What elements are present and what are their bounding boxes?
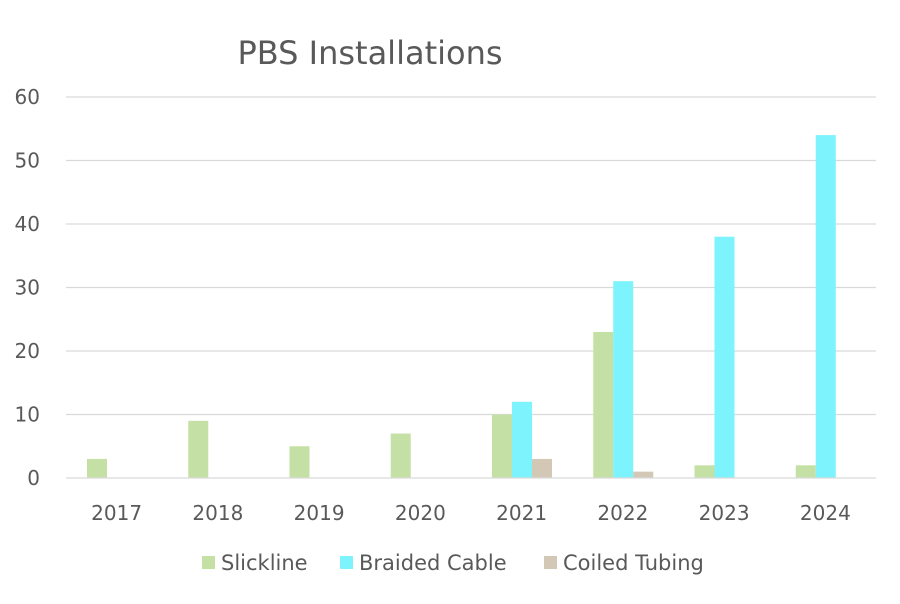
bar-slickline-2020: [390, 433, 411, 478]
y-tick-label: 60: [15, 85, 40, 109]
legend-label: Braided Cable: [359, 551, 507, 575]
x-tick-label: 2024: [800, 501, 851, 525]
x-tick-label: 2017: [91, 501, 142, 525]
y-tick-label: 10: [15, 403, 40, 427]
y-tick-label: 30: [15, 276, 40, 300]
bar-slickline-2019: [289, 446, 310, 478]
legend-swatch: [340, 556, 353, 569]
x-axis-ticks: 2017 2018 2019 2020 2021 2022 2023 2024: [91, 501, 851, 525]
bars: [87, 135, 836, 478]
bar-slickline-2017: [87, 458, 107, 478]
bar-coiled-tubing-2022: [633, 471, 654, 478]
y-tick-label: 40: [15, 212, 40, 236]
legend-swatch: [202, 556, 215, 569]
chart-title: PBS Installations: [237, 34, 502, 72]
bar-braided-cable-2021: [512, 401, 532, 478]
y-tick-label: 50: [15, 149, 40, 173]
x-tick-label: 2020: [395, 501, 446, 525]
bar-braided-cable-2024: [815, 135, 836, 478]
bar-coiled-tubing-2021: [532, 458, 552, 478]
bar-slickline-2022: [593, 331, 614, 478]
bar-braided-cable-2022: [613, 281, 634, 478]
x-tick-label: 2018: [192, 501, 243, 525]
gridlines: [66, 96, 876, 416]
x-tick-label: 2023: [699, 501, 750, 525]
x-tick-label: 2022: [597, 501, 648, 525]
bar-slickline-2021: [492, 414, 512, 478]
bar-slickline-2024: [795, 465, 816, 478]
legend-label: Coiled Tubing: [563, 551, 704, 575]
y-axis-ticks: 0 10 20 30 40 50 60: [15, 85, 40, 490]
legend: Slickline Braided Cable Coiled Tubing: [202, 551, 704, 575]
x-tick-label: 2019: [294, 501, 345, 525]
bar-slickline-2018: [188, 420, 209, 478]
legend-label: Slickline: [221, 551, 308, 575]
bar-slickline-2023: [694, 465, 715, 478]
y-tick-label: 0: [27, 466, 40, 490]
bar-braided-cable-2023: [714, 236, 735, 478]
y-tick-label: 20: [15, 339, 40, 363]
x-tick-label: 2021: [496, 501, 547, 525]
legend-swatch: [544, 556, 557, 569]
